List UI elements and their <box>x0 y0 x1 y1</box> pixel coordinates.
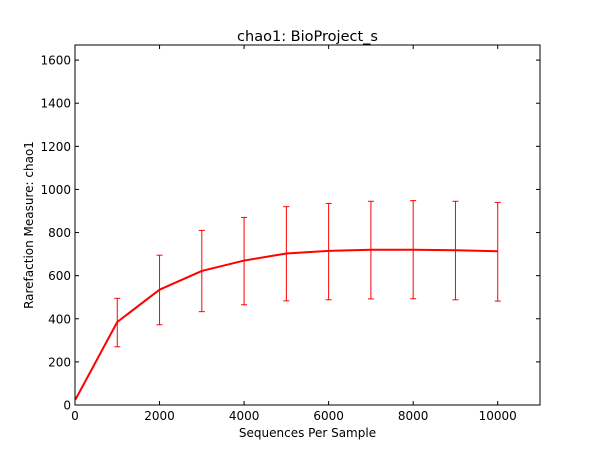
plot-area <box>75 45 540 405</box>
y-tick-label: 1000 <box>40 183 71 197</box>
x-tick-label: 2000 <box>144 409 175 423</box>
data-point <box>116 321 118 323</box>
y-tick-label: 200 <box>48 355 71 369</box>
y-tick-label: 1200 <box>40 140 71 154</box>
plot-frame <box>74 44 541 406</box>
y-tick-label: 1400 <box>40 97 71 111</box>
error-bar <box>494 201 501 302</box>
data-point <box>328 250 330 252</box>
y-axis-label: Rarefaction Measure: chao1 <box>22 141 36 309</box>
data-point <box>201 270 203 272</box>
data-point <box>159 289 161 291</box>
x-tick-label: 6000 <box>313 409 344 423</box>
y-tick-label: 600 <box>48 269 71 283</box>
data-point <box>497 250 499 252</box>
data-point <box>412 249 414 251</box>
chart-title: chao1: BioProject_s <box>237 29 378 45</box>
x-axis-label: Sequences Per Sample <box>239 426 376 440</box>
x-tick-label: 10000 <box>479 409 517 423</box>
data-point <box>454 249 456 251</box>
series-line <box>74 248 498 401</box>
x-tick-label: 0 <box>71 409 79 423</box>
y-tick-label: 1600 <box>40 54 71 68</box>
x-tick-label: 8000 <box>398 409 429 423</box>
data-point <box>370 249 372 251</box>
data-point <box>285 252 287 254</box>
data-point <box>243 260 245 262</box>
x-tick-label: 4000 <box>229 409 260 423</box>
y-tick-label: 800 <box>48 226 71 240</box>
y-tick-label: 400 <box>48 312 71 326</box>
y-tick-label: 0 <box>63 399 71 413</box>
